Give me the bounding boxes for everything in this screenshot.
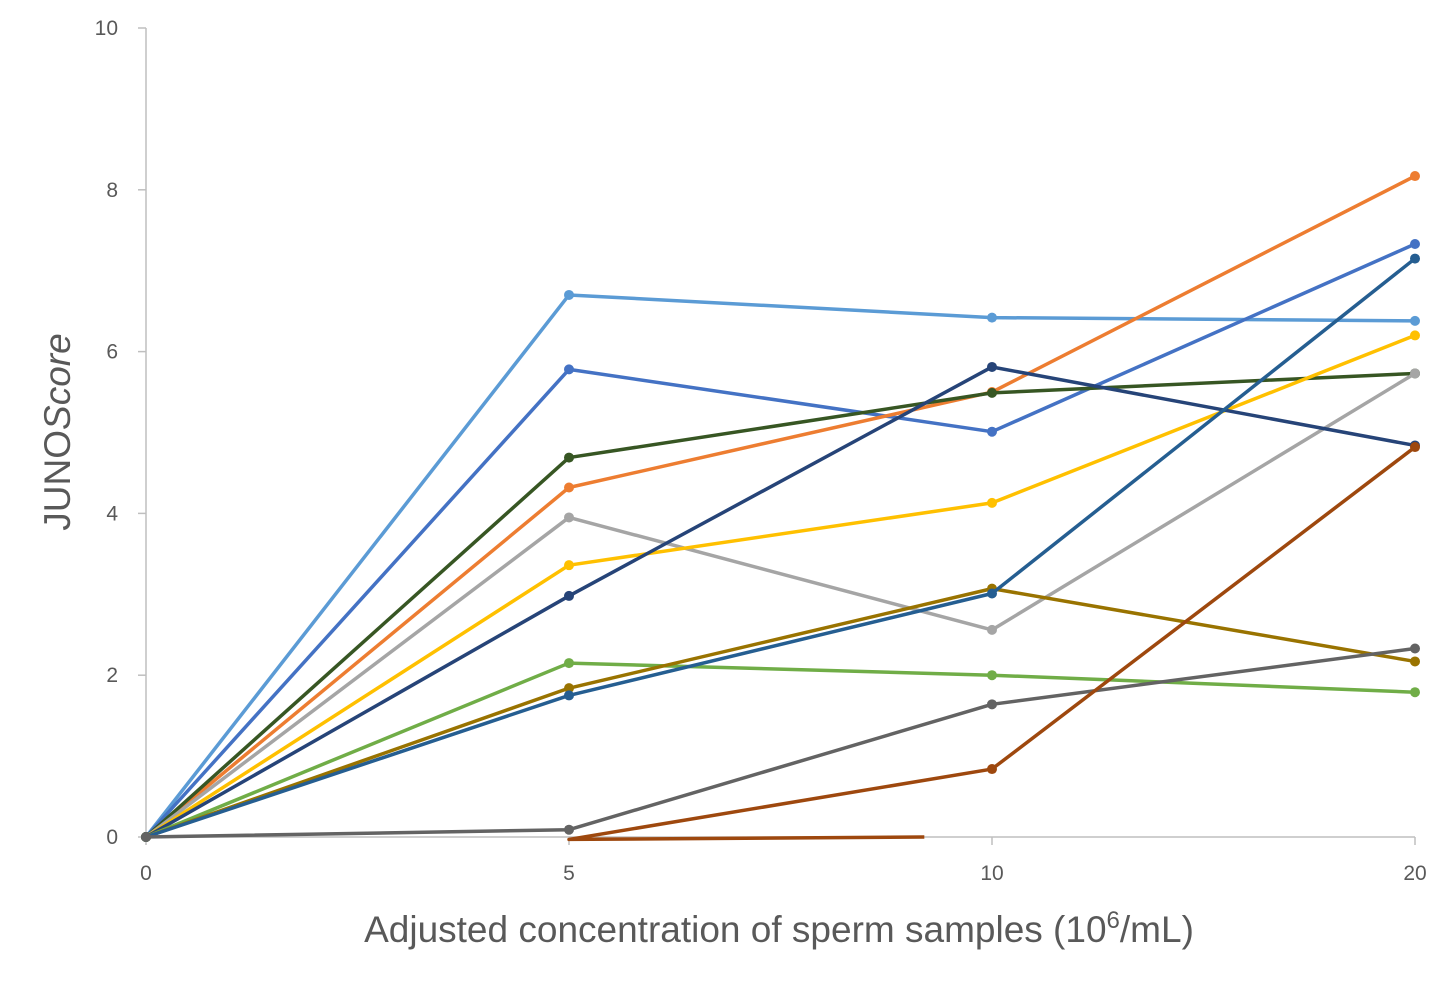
data-point — [987, 497, 997, 508]
series-line — [144, 242, 1416, 839]
series-8 — [141, 658, 1420, 842]
series-layer — [141, 171, 1420, 842]
x-tick-label: 0 — [140, 862, 152, 885]
x-ticks: 0 5 10 20 — [140, 837, 1427, 885]
data-point — [564, 452, 574, 463]
data-point — [564, 683, 574, 694]
series-line — [144, 371, 1416, 839]
data-point — [987, 387, 997, 398]
data-point — [1410, 643, 1420, 654]
data-point — [987, 670, 997, 681]
series-10 — [141, 253, 1420, 842]
series-11 — [141, 643, 1420, 842]
y-tick-label: 8 — [106, 179, 118, 202]
data-point — [564, 824, 574, 835]
series-line — [567, 445, 1417, 842]
y-tick-label: 6 — [106, 341, 118, 364]
series-line — [145, 257, 1417, 839]
data-point — [564, 512, 574, 523]
data-point — [1410, 442, 1420, 453]
y-tick-label: 0 — [106, 826, 118, 849]
data-point — [987, 312, 997, 323]
data-point — [1410, 253, 1420, 264]
data-point — [1410, 171, 1420, 182]
series-2 — [141, 239, 1420, 842]
series-line — [145, 365, 1416, 839]
series-line — [145, 333, 1416, 839]
x-axis-title-superscript: 6 — [1107, 907, 1120, 934]
series-3 — [141, 171, 1420, 842]
data-point — [1410, 368, 1420, 379]
y-axis-title: JUNOScore — [37, 333, 78, 530]
data-point — [987, 588, 997, 599]
series-line — [144, 293, 1416, 839]
data-point — [987, 764, 997, 775]
data-point — [987, 426, 997, 437]
series-line — [145, 646, 1416, 839]
x-axis-title: Adjusted concentration of sperm samples … — [364, 907, 1194, 950]
series-12 — [567, 442, 1420, 842]
data-point — [1410, 330, 1420, 341]
x-axis-title-suffix: /mL) — [1120, 909, 1194, 950]
data-point — [564, 364, 574, 375]
data-point — [987, 699, 997, 710]
y-axis-title-italic: Score — [37, 333, 78, 430]
y-tick-label: 2 — [106, 664, 118, 687]
x-tick-label: 20 — [1403, 862, 1426, 885]
data-point — [564, 690, 574, 701]
data-point — [987, 361, 997, 372]
data-point — [1410, 239, 1420, 250]
y-tick-label: 4 — [106, 502, 118, 525]
series-line — [145, 661, 1416, 839]
data-point — [1410, 656, 1420, 667]
series-line — [144, 371, 1416, 839]
y-ticks: 0 2 4 6 8 10 — [95, 17, 146, 849]
data-point — [141, 832, 151, 842]
data-point — [1410, 687, 1420, 698]
data-point — [987, 624, 997, 635]
data-point — [564, 590, 574, 601]
data-point — [564, 482, 574, 493]
data-point — [564, 658, 574, 669]
data-point — [564, 560, 574, 571]
series-line — [144, 174, 1416, 839]
data-point — [1410, 315, 1420, 326]
x-tick-label: 5 — [563, 862, 575, 885]
x-tick-label: 10 — [980, 862, 1003, 885]
y-tick-label: 10 — [95, 17, 118, 40]
series-line — [145, 586, 1416, 839]
data-point — [564, 289, 574, 300]
